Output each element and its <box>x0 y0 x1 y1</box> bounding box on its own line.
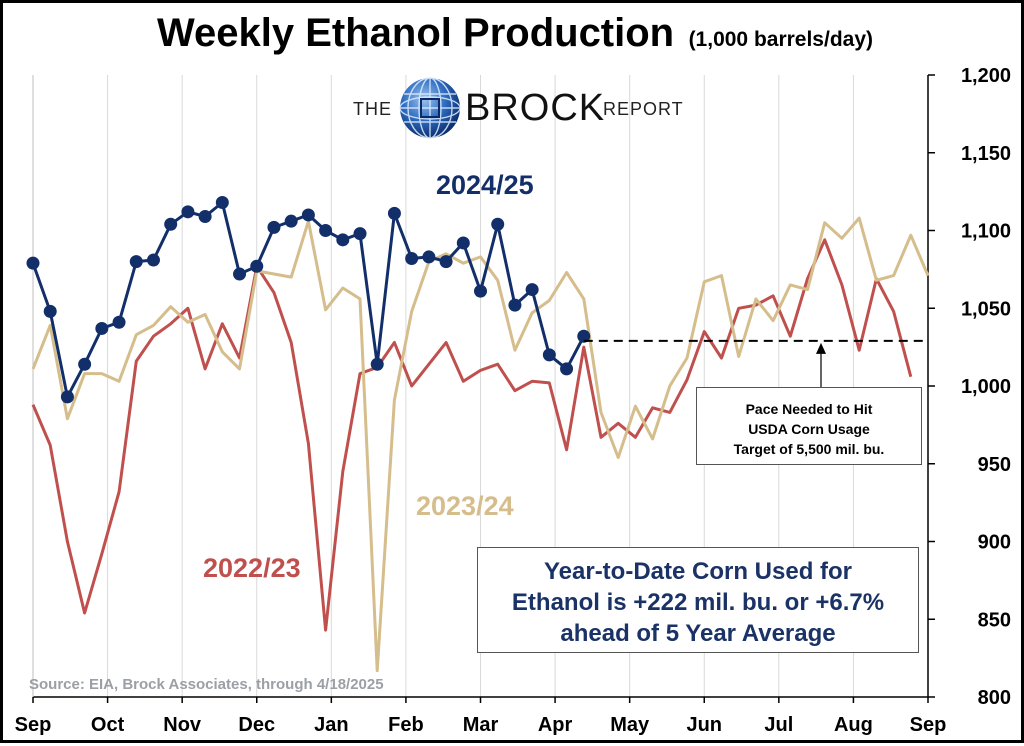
x-tick-label: Feb <box>388 714 424 736</box>
data-point <box>353 227 367 241</box>
data-point <box>164 217 178 231</box>
y-tick-label: 800 <box>978 687 1011 709</box>
data-point <box>560 362 574 376</box>
ytd-callout-box: Year-to-Date Corn Used for Ethanol is +2… <box>477 547 919 653</box>
chart-subtitle: (1,000 barrels/day) <box>688 28 873 51</box>
y-tick-label: 1,050 <box>961 298 1011 320</box>
data-point <box>250 259 264 273</box>
series-layer <box>26 196 930 673</box>
data-point <box>405 251 419 265</box>
data-point <box>78 357 92 371</box>
label-layer: 2022/23 2023/24 2024/25 <box>203 170 534 583</box>
x-tick-label: Apr <box>538 714 573 736</box>
data-point <box>577 329 591 343</box>
title-row: Weekly Ethanol Production (1,000 barrels… <box>3 11 1024 56</box>
data-point <box>26 256 40 270</box>
y-tick-label: 1,000 <box>961 376 1011 398</box>
y-tick-label: 1,200 <box>961 65 1011 87</box>
y-tick-label: 850 <box>978 609 1011 631</box>
data-point <box>319 224 333 237</box>
y-tick-label: 950 <box>978 454 1011 476</box>
pace-annotation-box: Pace Needed to Hit USDA Corn Usage Targe… <box>696 387 922 465</box>
data-point <box>284 214 298 228</box>
series-label: 2022/23 <box>203 553 301 583</box>
annotation-line-1: Pace Needed to Hit <box>745 401 873 417</box>
x-tick-label: Sep <box>910 714 947 736</box>
data-point <box>129 255 143 269</box>
data-point <box>181 205 195 219</box>
chart-title: Weekly Ethanol Production <box>157 11 675 55</box>
data-point <box>215 196 229 210</box>
data-point <box>370 357 384 371</box>
x-tick-label: Jul <box>764 714 793 736</box>
x-tick-label: Dec <box>238 714 275 736</box>
annotation-arrowhead <box>816 342 826 354</box>
data-point <box>387 206 401 220</box>
x-tick-label: Aug <box>834 714 873 736</box>
data-point <box>267 220 281 234</box>
data-point <box>112 315 126 329</box>
data-point <box>456 236 470 250</box>
data-point <box>474 284 487 298</box>
data-point <box>301 208 315 222</box>
data-point <box>233 267 247 281</box>
data-point <box>491 217 505 231</box>
callout-line-1: Year-to-Date Corn Used for <box>543 558 853 585</box>
data-point <box>439 255 453 269</box>
series-line-2023-24 <box>31 216 930 673</box>
brock-report-logo: THE BROCK REPORT <box>353 77 683 143</box>
x-tick-label: Nov <box>163 714 202 736</box>
data-point <box>508 298 522 312</box>
source-note: Source: EIA, Brock Associates, through 4… <box>29 676 384 693</box>
logo-the: THE <box>353 99 392 119</box>
series-label: 2024/25 <box>436 170 534 200</box>
data-point <box>43 304 57 318</box>
data-point <box>542 348 556 362</box>
callout-line-2: Ethanol is +222 mil. bu. or +6.7% <box>511 589 885 616</box>
logo-report: REPORT <box>603 99 684 119</box>
data-point <box>95 321 109 335</box>
x-tick-label: Sep <box>15 714 52 736</box>
series-label: 2023/24 <box>416 491 514 521</box>
data-point <box>198 210 212 224</box>
x-tick-label: May <box>610 714 650 736</box>
x-tick-label: Jan <box>314 714 348 736</box>
data-point <box>336 233 350 247</box>
x-tick-label: Jun <box>686 714 722 736</box>
data-point <box>525 283 539 297</box>
reference-layer <box>583 339 928 387</box>
y-tick-label: 1,150 <box>961 143 1011 165</box>
axes-layer: Sep Oct Nov Dec Jan Feb Mar Apr May Jun Jul Aug Sep 1… <box>15 65 1011 736</box>
logo-brock: BROCK <box>465 87 606 129</box>
annotation-line-2: USDA Corn Usage <box>748 421 870 437</box>
globe-icon <box>399 77 461 139</box>
data-point <box>422 250 436 264</box>
data-point <box>146 253 160 267</box>
y-tick-label: 900 <box>978 532 1011 554</box>
x-tick-label: Mar <box>463 714 499 736</box>
y-tick-label: 1,100 <box>961 221 1011 243</box>
annotation-line-3: Target of 5,500 mil. bu. <box>733 441 885 457</box>
x-tick-label: Oct <box>91 714 125 736</box>
data-point <box>60 390 74 404</box>
callout-line-3: ahead of 5 Year Average <box>560 620 836 647</box>
